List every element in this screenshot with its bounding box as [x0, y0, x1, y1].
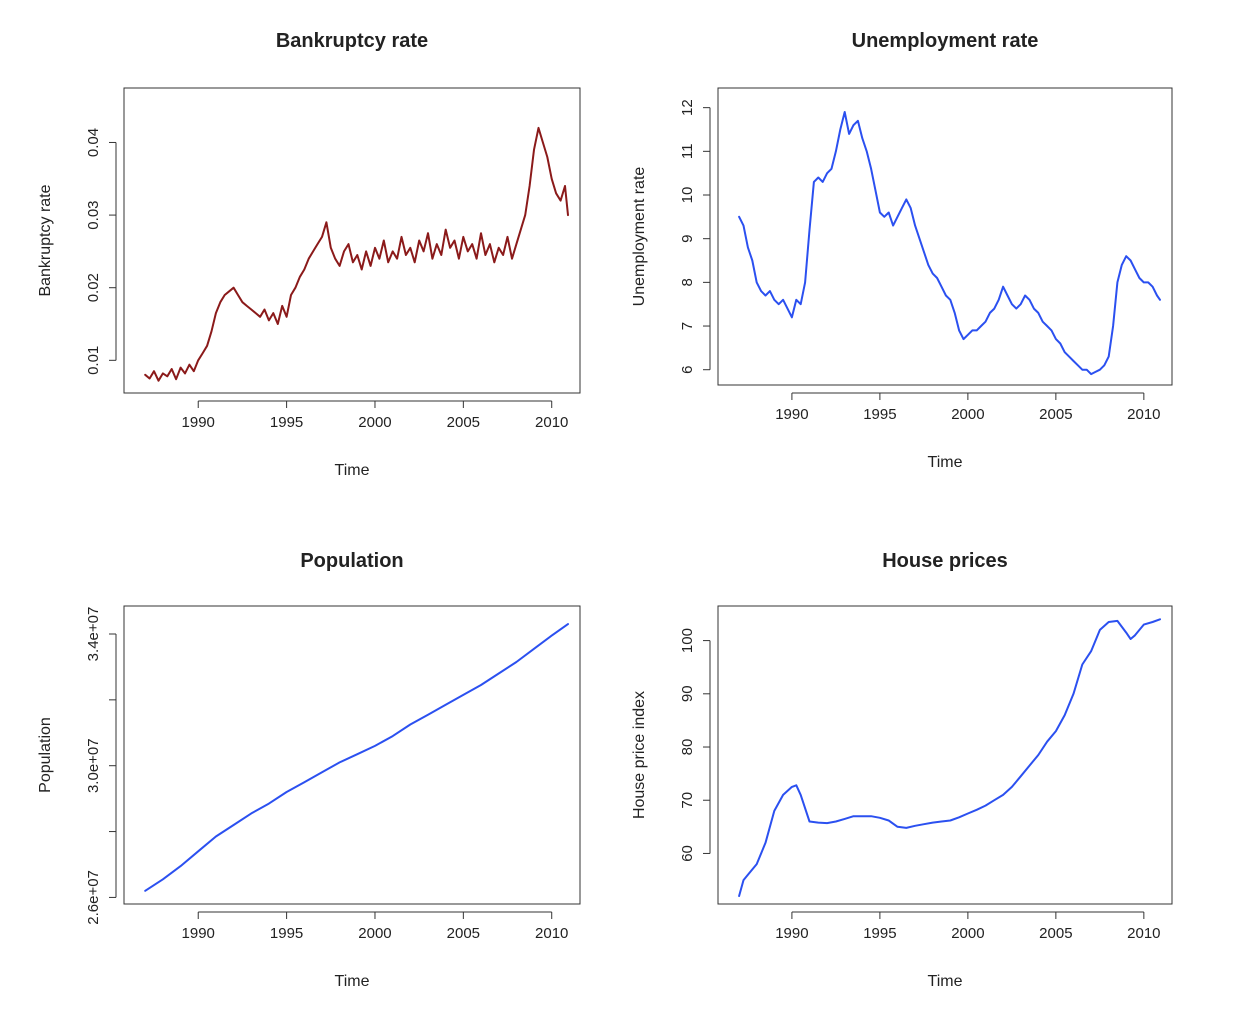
y-tick-label: 6	[679, 366, 696, 374]
y-tick-label: 80	[679, 739, 696, 756]
x-tick-label: 2010	[535, 925, 568, 942]
y-tick-label: 90	[679, 685, 696, 702]
x-axis-label: Time	[335, 973, 370, 990]
y-tick-label: 60	[679, 845, 696, 862]
x-tick-label: 2000	[951, 925, 984, 942]
y-tick-label: 11	[679, 144, 696, 160]
y-tick-label: 100	[679, 628, 696, 653]
series-line	[738, 618, 1161, 897]
chart-title: Population	[300, 550, 403, 572]
x-tick-label: 1995	[863, 406, 896, 423]
y-tick-label: 9	[679, 235, 696, 243]
y-tick-label: 0.03	[85, 200, 102, 229]
population-panel: Population 1990 1995 2000 2005 2010 2.6e+07 3.0…	[37, 550, 581, 990]
unemployment-rate-panel: Unemployment rate 1990 1995 2000 2005 2010 6 7 8…	[631, 30, 1173, 471]
y-axis-label: Population	[37, 717, 54, 793]
x-axis-label: Time	[928, 973, 963, 990]
bankruptcy-rate-panel: Bankruptcy rate 1990 1995 2000 2005 2010 0.01 0…	[37, 30, 581, 479]
plot-frame	[123, 605, 581, 905]
plot-frame	[717, 605, 1173, 905]
chart-title: Bankruptcy rate	[276, 30, 428, 52]
y-tick-label: 3.4e+07	[85, 607, 102, 662]
x-tick-label: 2000	[358, 925, 391, 942]
y-tick-label: 0.01	[85, 346, 102, 375]
x-tick-label: 1990	[775, 925, 808, 942]
x-tick-label: 2010	[1127, 925, 1160, 942]
x-tick-label: 1990	[775, 406, 808, 423]
y-axis-label: Bankruptcy rate	[37, 184, 54, 296]
x-tick-label: 1990	[182, 925, 215, 942]
y-tick-label: 7	[679, 322, 696, 330]
y-tick-label: 3.0e+07	[85, 738, 102, 793]
plot-frame	[123, 87, 581, 394]
x-tick-label: 2000	[951, 406, 984, 423]
x-tick-label: 2000	[358, 414, 391, 431]
series-line	[738, 111, 1161, 376]
x-tick-label: 2005	[1039, 406, 1072, 423]
y-tick-label: 10	[679, 187, 696, 204]
x-tick-label: 1995	[270, 414, 303, 431]
y-tick-label: 8	[679, 278, 696, 286]
y-tick-label: 70	[679, 792, 696, 809]
x-tick-label: 2010	[1127, 406, 1160, 423]
x-tick-label: 2005	[447, 414, 480, 431]
chart-title: House prices	[882, 550, 1008, 572]
x-tick-label: 2005	[1039, 925, 1072, 942]
series-line	[144, 623, 569, 892]
series-line	[144, 126, 569, 382]
y-tick-label: 0.02	[85, 273, 102, 302]
house-prices-panel: House prices 1990 1995 2000 2005 2010 60 70 80 90…	[631, 550, 1173, 990]
y-axis-label: Unemployment rate	[631, 167, 648, 307]
x-tick-label: 1995	[270, 925, 303, 942]
x-tick-label: 1995	[863, 925, 896, 942]
x-tick-label: 1990	[182, 414, 215, 431]
x-tick-label: 2010	[535, 414, 568, 431]
y-tick-label: 2.6e+07	[85, 870, 102, 925]
y-tick-label: 12	[679, 99, 696, 116]
chart-title: Unemployment rate	[852, 30, 1039, 52]
x-axis-label: Time	[928, 454, 963, 471]
x-tick-label: 2005	[447, 925, 480, 942]
y-tick-label: 0.04	[85, 128, 102, 157]
y-axis-label: House price index	[631, 691, 648, 819]
plot-frame	[717, 87, 1173, 386]
x-axis-label: Time	[335, 462, 370, 479]
